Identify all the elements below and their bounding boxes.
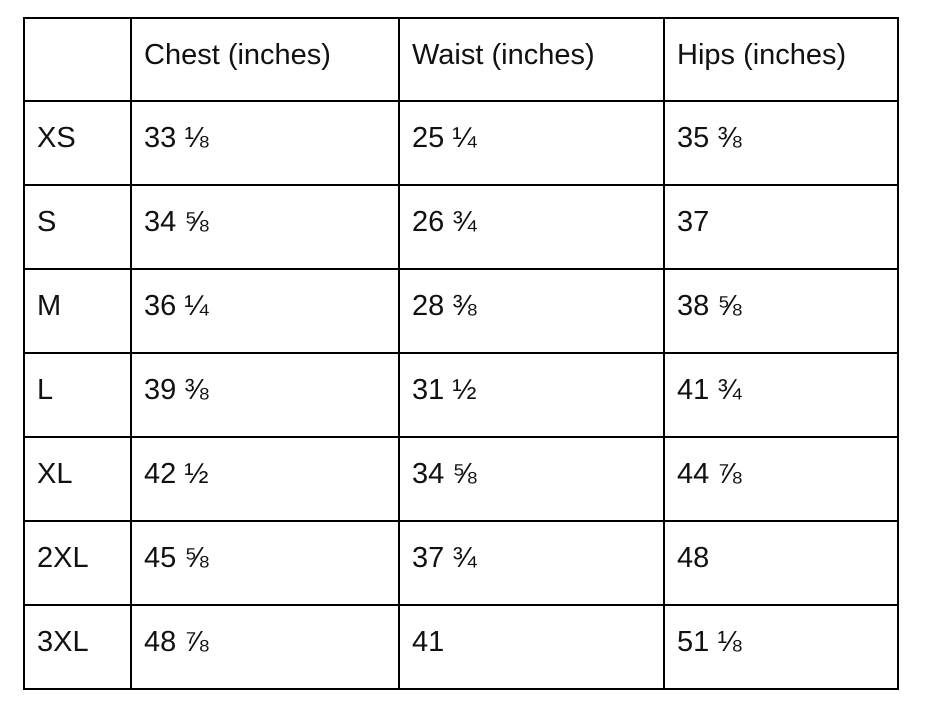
size-label: S	[23, 184, 132, 270]
size-label: 2XL	[23, 520, 132, 606]
table-row: 3XL 48 ⅞ 41 51 ⅛	[23, 604, 899, 690]
hips-cell: 48	[663, 520, 899, 606]
size-chart-header-row: Chest (inches) Waist (inches) Hips (inch…	[23, 17, 899, 102]
waist-cell: 37 ¾	[398, 520, 665, 606]
table-row: L 39 ⅜ 31 ½ 41 ¾	[23, 352, 899, 438]
header-chest: Chest (inches)	[130, 17, 400, 102]
size-chart-table: Chest (inches) Waist (inches) Hips (inch…	[23, 17, 899, 690]
size-label: L	[23, 352, 132, 438]
chest-cell: 39 ⅜	[130, 352, 400, 438]
hips-cell: 41 ¾	[663, 352, 899, 438]
chest-cell: 36 ¼	[130, 268, 400, 354]
chest-cell: 42 ½	[130, 436, 400, 522]
waist-cell: 34 ⅝	[398, 436, 665, 522]
waist-cell: 26 ¾	[398, 184, 665, 270]
header-hips: Hips (inches)	[663, 17, 899, 102]
waist-cell: 28 ⅜	[398, 268, 665, 354]
table-row: XS 33 ⅛ 25 ¼ 35 ⅜	[23, 100, 899, 186]
chest-cell: 45 ⅝	[130, 520, 400, 606]
hips-cell: 35 ⅜	[663, 100, 899, 186]
table-row: XL 42 ½ 34 ⅝ 44 ⅞	[23, 436, 899, 522]
size-label: M	[23, 268, 132, 354]
chest-cell: 33 ⅛	[130, 100, 400, 186]
hips-cell: 38 ⅝	[663, 268, 899, 354]
table-row: S 34 ⅝ 26 ¾ 37	[23, 184, 899, 270]
table-row: M 36 ¼ 28 ⅜ 38 ⅝	[23, 268, 899, 354]
waist-cell: 41	[398, 604, 665, 690]
hips-cell: 51 ⅛	[663, 604, 899, 690]
chest-cell: 48 ⅞	[130, 604, 400, 690]
size-label: XS	[23, 100, 132, 186]
chest-cell: 34 ⅝	[130, 184, 400, 270]
size-label: XL	[23, 436, 132, 522]
table-row: 2XL 45 ⅝ 37 ¾ 48	[23, 520, 899, 606]
waist-cell: 31 ½	[398, 352, 665, 438]
header-waist: Waist (inches)	[398, 17, 665, 102]
waist-cell: 25 ¼	[398, 100, 665, 186]
hips-cell: 37	[663, 184, 899, 270]
size-label: 3XL	[23, 604, 132, 690]
header-size-blank	[23, 17, 132, 102]
hips-cell: 44 ⅞	[663, 436, 899, 522]
